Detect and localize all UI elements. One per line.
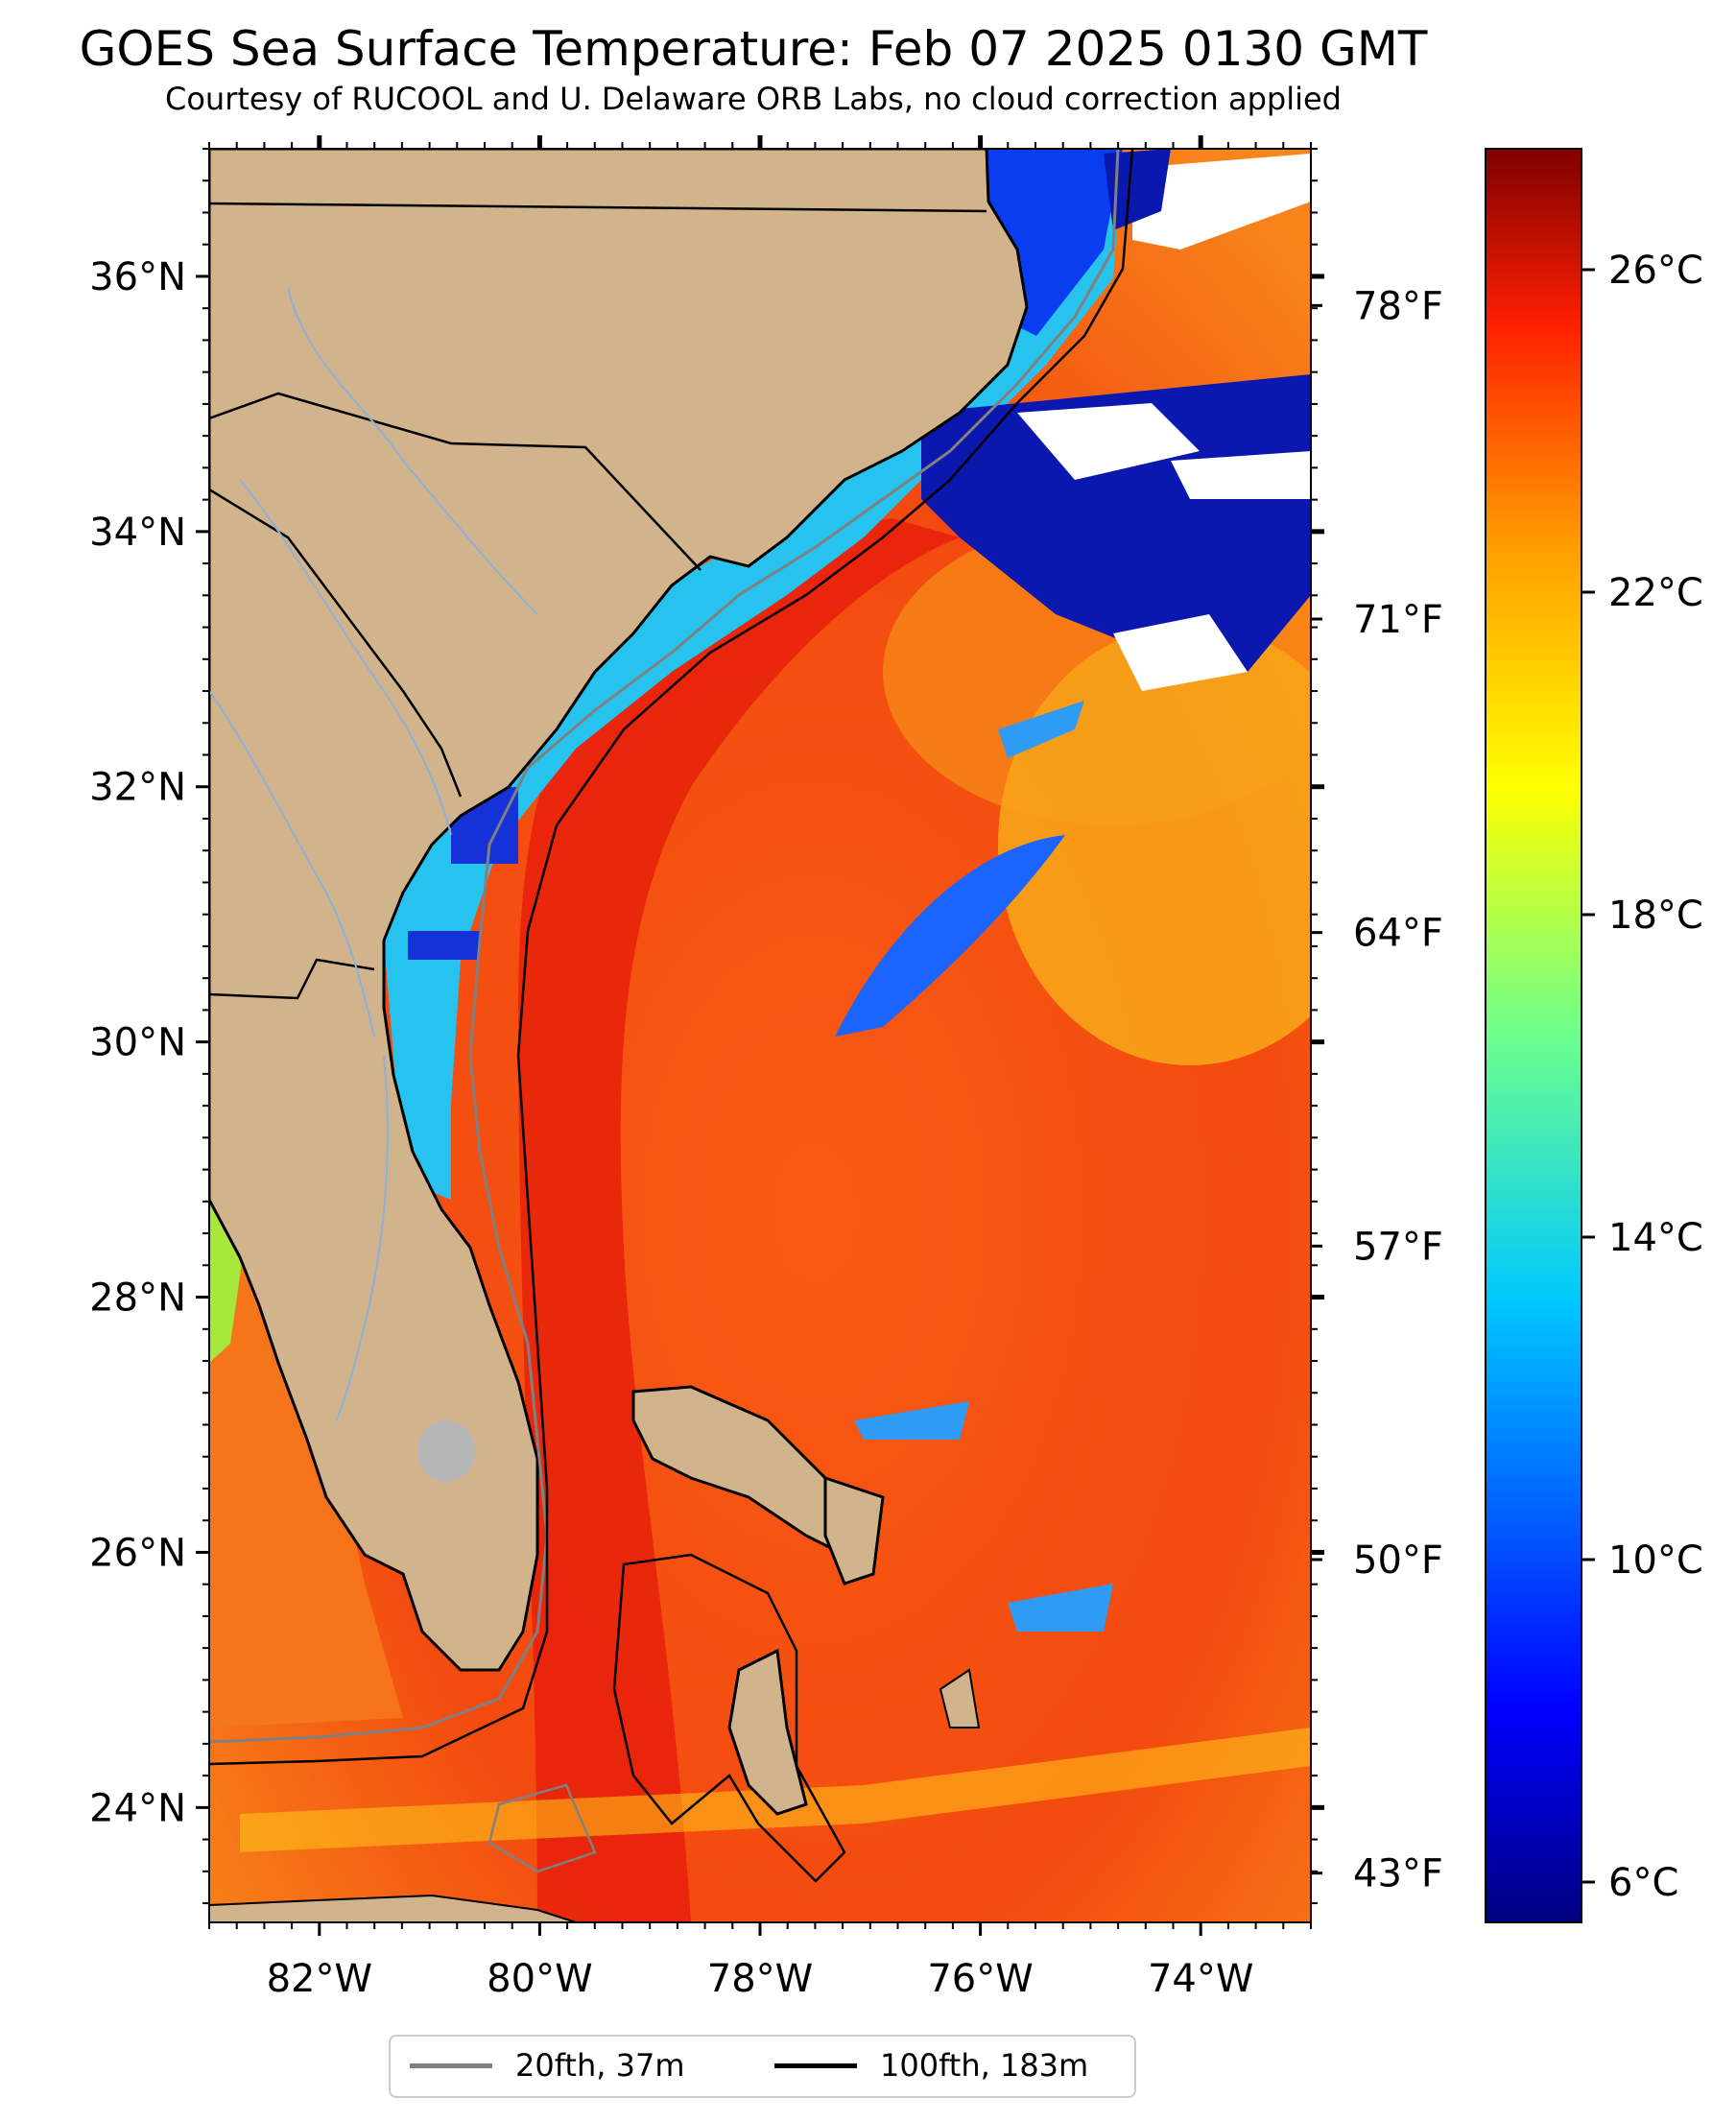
f-tick-label: 71°F (1353, 598, 1443, 642)
cb-tick-label: 14°C (1608, 1216, 1703, 1260)
cloud-streak-2 (998, 701, 1084, 758)
lat-tick-label: 34°N (89, 511, 186, 555)
cloud-white-4 (1132, 154, 1311, 250)
cloud-streak-3 (854, 1401, 969, 1440)
cb-tick-label: 18°C (1608, 894, 1703, 938)
cloud-white-3 (1113, 614, 1248, 691)
f-tick-label: 78°F (1353, 284, 1443, 328)
f-tick-label: 43°F (1353, 1852, 1443, 1896)
map-subtitle: Courtesy of RUCOOL and U. Delaware ORB L… (165, 81, 1342, 117)
cb-tick-label: 10°C (1608, 1538, 1703, 1583)
river-3 (209, 690, 375, 1037)
lon-tick-label: 78°W (707, 1957, 813, 2001)
land-grand-bahama (631, 1385, 866, 1558)
cold-patch-florida (408, 931, 480, 960)
sst-map-area (209, 149, 1311, 1922)
land-eleuthera (939, 1668, 981, 1729)
border-va-nc (209, 202, 987, 213)
lat-tick-label: 26°N (89, 1531, 186, 1575)
legend-swatch-100fth (774, 2062, 857, 2068)
border-nc-sc (209, 392, 702, 571)
legend-item-20fth: 20fth, 37m (410, 2046, 684, 2085)
river-1 (287, 287, 538, 615)
f-tick-label: 64°F (1353, 912, 1443, 956)
gulf-warm-water (209, 1180, 403, 1728)
colorbar-axis: 26°C 22°C 18°C 14°C 10°C 6°C (1581, 249, 1703, 1905)
isobath-20fth (209, 149, 1120, 1744)
legend-label-100fth: 100fth, 183m (880, 2047, 1089, 2084)
lat-tick-label: 24°N (89, 1786, 186, 1830)
cb-tick-label: 26°C (1608, 249, 1703, 293)
land-andros (727, 1648, 808, 1816)
legend-label-20fth: 20fth, 37m (515, 2047, 685, 2084)
cloud-dark-north (1104, 149, 1171, 230)
f-tick-label: 50°F (1353, 1538, 1443, 1583)
legend-item-100fth: 100fth, 183m (774, 2046, 1088, 2085)
isobath-cay-sal (488, 1783, 597, 1873)
border-ga-fl (209, 958, 375, 1000)
f-tick-label: 57°F (1353, 1225, 1443, 1269)
lon-tick-label: 74°W (1148, 1957, 1253, 2001)
land-abaco (823, 1475, 885, 1586)
border-sc-ga (209, 488, 463, 798)
legend-swatch-20fth (410, 2062, 492, 2068)
colorbar (1485, 148, 1582, 1923)
river-2 (239, 479, 452, 836)
cloud-white-1 (1017, 403, 1200, 480)
land-southeast-us (209, 149, 1029, 1672)
lat-tick-label: 28°N (89, 1276, 186, 1321)
longitude-axis: 82°W 80°W 78°W 76°W 74°W (208, 135, 1312, 2001)
lake-okeechobee (417, 1420, 475, 1482)
lon-tick-label: 82°W (267, 1957, 372, 2001)
dark-cold-cloud-band (921, 374, 1311, 672)
cb-tick-label: 22°C (1608, 571, 1703, 615)
isobath-legend: 20fth, 37m 100fth, 183m (389, 2035, 1136, 2098)
land-cuba (209, 1894, 577, 1922)
cloud-white-2 (1171, 451, 1311, 499)
cb-tick-label: 6°C (1608, 1861, 1678, 1905)
lon-tick-label: 76°W (927, 1957, 1033, 2001)
isobath-bahamas-bank (612, 1553, 846, 1883)
fahrenheit-axis: 78°F 71°F 64°F 57°F 50°F 43°F (1311, 284, 1443, 1896)
map-title: GOES Sea Surface Temperature: Feb 07 202… (79, 21, 1428, 77)
cloud-streak-1 (835, 835, 1065, 1037)
gulf-stream-core (518, 518, 960, 1922)
river-4 (335, 1055, 389, 1421)
lon-tick-label: 80°W (487, 1957, 592, 2001)
latitude-axis: 36°N 34°N 32°N 30°N 28°N 26°N 24°N (89, 148, 1324, 1905)
lat-tick-label: 32°N (89, 766, 186, 810)
lat-tick-label: 36°N (89, 255, 186, 299)
lat-tick-label: 30°N (89, 1021, 186, 1065)
isobath-100fth (209, 149, 1134, 1766)
cloud-streak-4 (1008, 1584, 1113, 1632)
